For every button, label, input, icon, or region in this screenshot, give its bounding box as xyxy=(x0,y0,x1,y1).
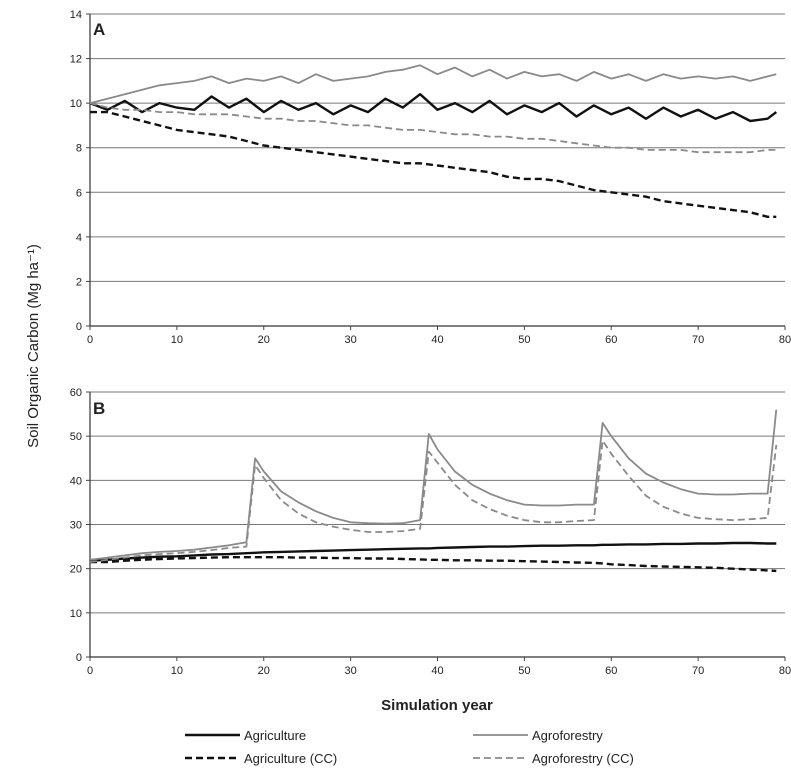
legend-label-agriculture: Agriculture xyxy=(244,728,306,743)
panel-b-letter: B xyxy=(93,399,105,418)
panel-b-y-tick-label: 0 xyxy=(76,652,82,664)
panel-b-x-tick-label: 60 xyxy=(605,665,617,677)
legend: Agriculture Agroforestry Agriculture (CC… xyxy=(185,728,634,766)
panel-a-series-agroforestry xyxy=(89,64,777,104)
panel-b-y-tick-label: 10 xyxy=(70,608,82,620)
legend-item-agroforestry: Agroforestry xyxy=(473,728,603,743)
panel-a-series-agroforestry-cc xyxy=(89,102,777,154)
panel-b-x-tick-label: 30 xyxy=(345,665,357,677)
panel-a-y-tick-label: 0 xyxy=(76,321,82,333)
panel-a-y-tick-label: 8 xyxy=(76,143,82,155)
legend-item-agriculture: Agriculture xyxy=(185,728,306,743)
legend-label-agriculture-cc: Agriculture (CC) xyxy=(244,751,337,766)
panel-a-x-tick-label: 60 xyxy=(605,334,617,346)
legend-item-agriculture-cc: Agriculture (CC) xyxy=(185,751,337,766)
legend-label-agroforestry-cc: Agroforestry (CC) xyxy=(532,751,634,766)
panel-b-x-tick-label: 10 xyxy=(171,665,183,677)
panel-a-y-tick-label: 6 xyxy=(76,187,82,199)
panel-b-y-tick-label: 50 xyxy=(70,431,82,443)
panel-b-grid xyxy=(90,391,785,614)
panel-b: 0 10 20 30 40 50 60 0 10 20 30 40 50 60 70 80 B xyxy=(70,387,791,677)
panel-a: 0 2 4 6 8 10 12 14 0 10 20 30 40 50 60 70 80 A xyxy=(70,9,791,346)
panel-b-series-agriculture-cc xyxy=(90,556,777,573)
panel-a-y-tick-label: 12 xyxy=(70,54,82,66)
panel-b-series-agroforestry-cc xyxy=(89,439,778,563)
panel-b-x-tick-label: 20 xyxy=(258,665,270,677)
panel-b-x-tick-label: 70 xyxy=(692,665,704,677)
panel-b-series xyxy=(89,409,778,573)
panel-a-series-agriculture-cc xyxy=(90,110,777,219)
legend-label-agroforestry: Agroforestry xyxy=(532,728,603,743)
panel-a-axes xyxy=(89,14,785,327)
panel-a-x-tick-label: 70 xyxy=(692,334,704,346)
panel-a-x-tick-label: 80 xyxy=(779,334,791,346)
panel-a-x-tick-label: 30 xyxy=(345,334,357,346)
panel-b-x-tick-label: 50 xyxy=(518,665,530,677)
panel-a-x-tick-label: 20 xyxy=(258,334,270,346)
panel-a-y-tick-label: 14 xyxy=(70,9,82,21)
panel-b-series-agriculture xyxy=(89,541,777,562)
panel-a-series xyxy=(89,64,778,219)
x-axis-label: Simulation year xyxy=(381,697,493,714)
panel-a-grid xyxy=(90,13,785,282)
panel-a-x-tick-label: 40 xyxy=(431,334,443,346)
panel-a-x-tick-label: 0 xyxy=(87,334,93,346)
panel-b-series-agroforestry xyxy=(89,409,778,561)
panel-b-y-tick-label: 60 xyxy=(70,387,82,399)
panel-b-y-tick-label: 40 xyxy=(70,475,82,487)
panel-b-x-tick-label: 40 xyxy=(431,665,443,677)
panel-b-y-tick-label: 30 xyxy=(70,520,82,532)
panel-a-ticks: 0 2 4 6 8 10 12 14 0 10 20 30 40 50 60 70 80 xyxy=(70,9,791,346)
panel-a-y-tick-label: 10 xyxy=(70,98,82,110)
panel-a-x-tick-label: 10 xyxy=(171,334,183,346)
panel-a-y-tick-label: 4 xyxy=(76,232,82,244)
panel-b-x-tick-label: 80 xyxy=(779,665,791,677)
panel-b-ticks: 0 10 20 30 40 50 60 0 10 20 30 40 50 60 70 80 xyxy=(70,387,791,677)
legend-item-agroforestry-cc: Agroforestry (CC) xyxy=(473,751,634,766)
panel-a-x-tick-label: 50 xyxy=(518,334,530,346)
y-axis-label: Soil Organic Carbon (Mg ha⁻¹) xyxy=(25,244,42,448)
panel-a-series-agriculture xyxy=(89,92,778,123)
panel-b-x-tick-label: 0 xyxy=(87,665,93,677)
panel-a-letter: A xyxy=(93,20,105,39)
panel-b-y-tick-label: 20 xyxy=(70,564,82,576)
panel-a-y-tick-label: 2 xyxy=(76,276,82,288)
